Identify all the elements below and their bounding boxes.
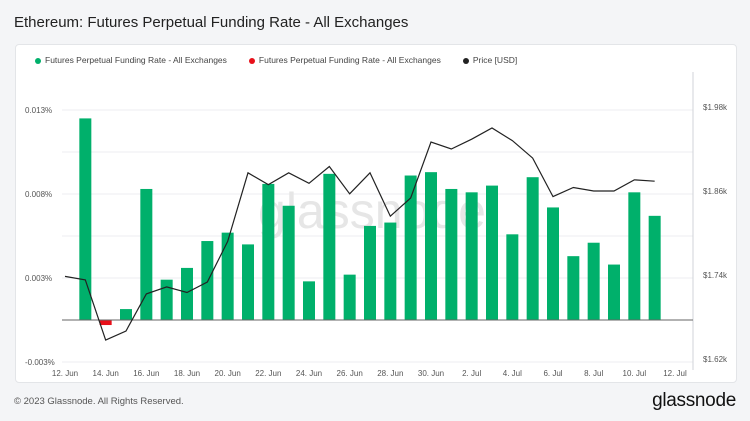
legend-item-price[interactable]: Price [USD] — [462, 55, 518, 65]
y-right-tick-label: $1.98k — [703, 103, 728, 112]
x-tick-label: 8. Jul — [584, 369, 603, 378]
bar-positive — [79, 118, 92, 321]
x-tick-label: 12. Jun — [52, 369, 78, 378]
price-line — [64, 127, 655, 341]
bar-positive — [242, 244, 254, 320]
bar-positive — [303, 281, 315, 320]
legend-label: Futures Perpetual Funding Rate - All Exc… — [45, 55, 227, 65]
bar-positive — [526, 177, 539, 320]
bar-positive — [384, 222, 397, 320]
bar-positive — [160, 279, 173, 320]
x-tick-label: 4. Jul — [503, 369, 522, 378]
black-dot-icon — [462, 57, 469, 64]
x-tick-label: 30. Jun — [418, 369, 444, 378]
bar-negative — [99, 320, 112, 326]
bar-positive — [364, 225, 376, 320]
x-tick-label: 18. Jun — [174, 369, 200, 378]
bar-positive — [282, 205, 295, 320]
bar-positive — [221, 232, 234, 320]
glassnode-logo: glassnode — [652, 390, 736, 411]
legend-item-negative[interactable]: Futures Perpetual Funding Rate - All Exc… — [248, 55, 441, 65]
y-left-tick-label: 0.013% — [25, 106, 52, 115]
legend-label: Price [USD] — [472, 55, 518, 65]
chart-panel — [15, 44, 737, 383]
bar-positive — [181, 267, 193, 320]
red-dot-icon — [248, 57, 255, 64]
green-dot-icon — [35, 57, 41, 64]
bar-positive — [140, 188, 153, 320]
y-right-tick-label: $1.74k — [703, 271, 728, 280]
x-tick-label: 24. Jun — [296, 369, 322, 378]
bar-positive — [120, 309, 132, 320]
x-tick-label: 6. Jul — [543, 369, 562, 378]
x-tick-label: 20. Jun — [215, 369, 241, 378]
legend-label: Futures Perpetual Funding Rate - All Exc… — [258, 55, 441, 65]
bar-positive — [323, 173, 336, 320]
bar-positive — [425, 172, 437, 320]
x-tick-label: 26. Jun — [337, 369, 363, 378]
x-tick-label: 2. Jul — [462, 369, 481, 378]
bar-positive — [506, 234, 519, 320]
bar-positive — [445, 188, 458, 320]
bar-positive — [587, 242, 600, 320]
x-tick-label: 14. Jun — [93, 369, 119, 378]
legend: Futures Perpetual Funding Rate - All Exc… — [35, 55, 517, 65]
x-tick-label: 22. Jun — [255, 369, 281, 378]
bar-positive — [547, 207, 559, 320]
x-tick-label: 28. Jun — [377, 369, 403, 378]
bar-positive — [648, 215, 661, 320]
bar-positive — [628, 192, 641, 320]
y-right-tick-label: $1.62k — [703, 355, 728, 364]
copyright: © 2023 Glassnode. All Rights Reserved. — [14, 396, 184, 407]
bar-positive — [201, 241, 214, 320]
bar-positive — [486, 185, 498, 320]
bar-positive — [404, 175, 417, 320]
chart-title: Ethereum: Futures Perpetual Funding Rate… — [14, 14, 409, 31]
y-left-tick-label: 0.008% — [25, 190, 52, 199]
bar-positive — [465, 192, 478, 320]
bar-positive — [262, 183, 275, 320]
y-left-tick-label: -0.003% — [25, 358, 55, 367]
bar-positive — [343, 274, 356, 320]
bar-positive — [608, 264, 620, 320]
x-tick-label: 10. Jul — [623, 369, 647, 378]
y-right-tick-label: $1.86k — [703, 187, 728, 196]
bar-positive — [567, 256, 580, 320]
x-tick-label: 12. Jul — [663, 369, 687, 378]
x-tick-label: 16. Jun — [133, 369, 159, 378]
legend-item-positive[interactable]: Futures Perpetual Funding Rate - All Exc… — [35, 55, 227, 65]
y-left-tick-label: 0.003% — [25, 274, 52, 283]
